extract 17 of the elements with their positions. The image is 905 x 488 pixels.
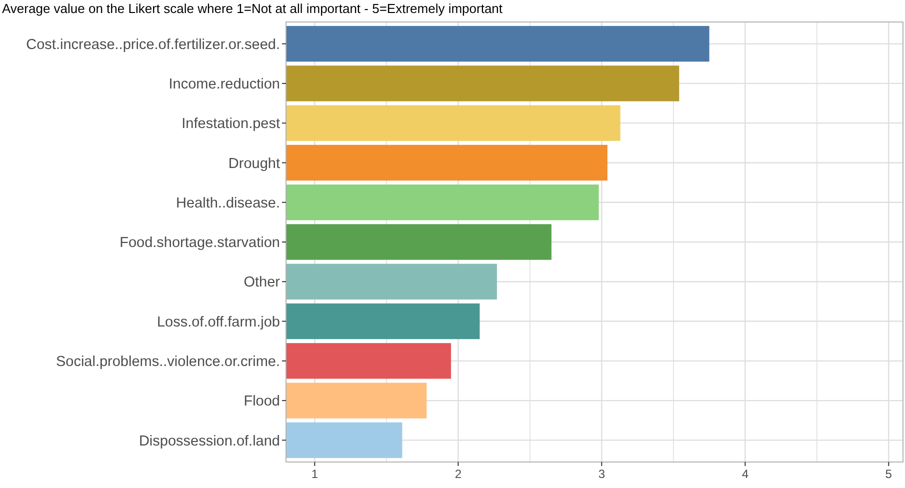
y-tick-label: Infestation.pest <box>182 116 280 132</box>
x-tick-label: 4 <box>742 467 749 481</box>
y-tick-label: Drought <box>228 156 280 172</box>
chart-title: Average value on the Likert scale where 1=Not at all important - 5=Extremely important <box>2 1 503 16</box>
y-tick-label: Food.shortage.starvation <box>120 235 280 252</box>
y-tick-label: Loss.of.off.farm.job <box>156 314 280 330</box>
y-tick-label: Health..disease. <box>176 195 280 212</box>
y-tick-label: Flood <box>244 394 280 410</box>
x-tick-label: 1 <box>311 467 318 481</box>
x-tick-label: 3 <box>598 467 606 481</box>
x-tick-label: 2 <box>454 467 462 481</box>
y-tick-label: Other <box>244 274 280 291</box>
x-tick-label: 5 <box>885 467 892 481</box>
y-tick-label: Social.problems..violence.or.crime. <box>56 354 280 370</box>
y-tick-label: Income.reduction <box>168 76 280 93</box>
y-tick-label: Dispossession.of.land <box>138 433 280 450</box>
y-tick-label: Cost.increase..price.of.fertilizer.or.seed. <box>26 36 280 53</box>
